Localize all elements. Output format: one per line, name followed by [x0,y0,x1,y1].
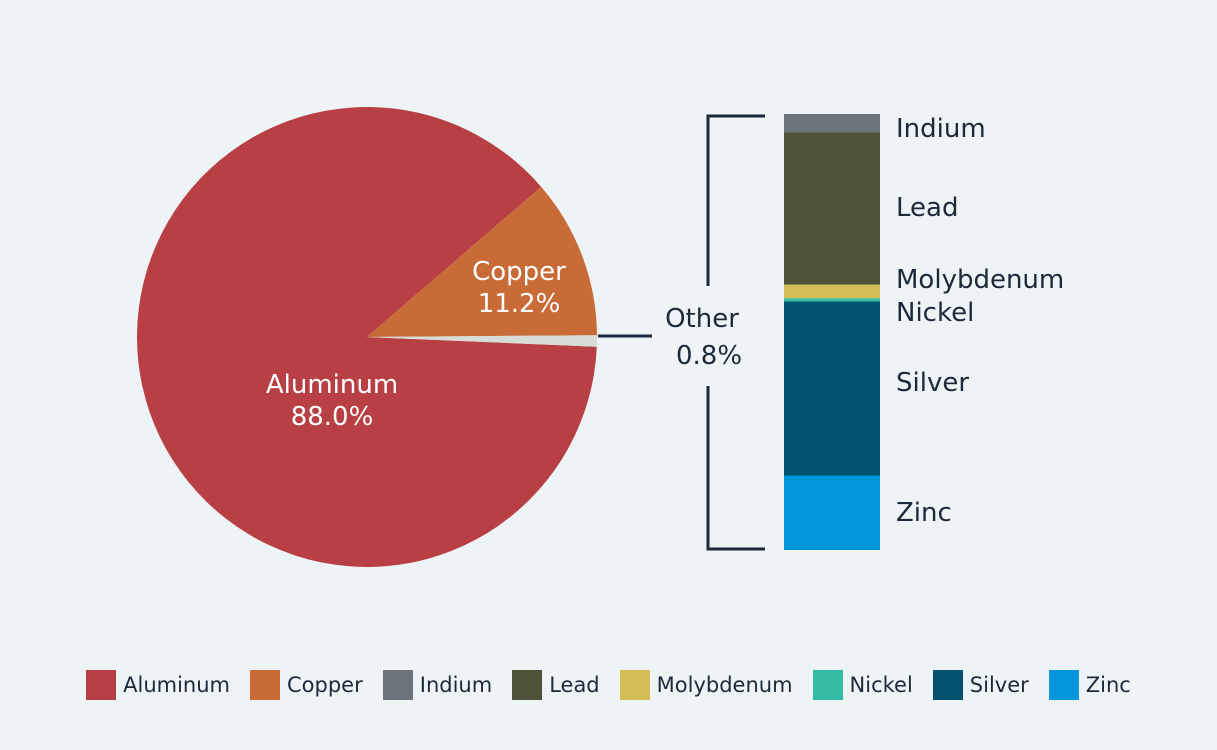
legend-item-copper: Copper [250,670,363,700]
bar-label-molybdenum: Molybdenum [896,265,1064,295]
legend-swatch-aluminum [86,670,117,700]
other-value: 0.8% [676,341,742,371]
legend-swatch-lead [512,670,543,700]
pie-slice-aluminum [136,106,597,567]
legend-item-molybdenum: Molybdenum [619,670,793,700]
legend-label-copper: Copper [287,673,363,697]
legend-item-silver: Silver [932,670,1029,700]
bar-segment-indium [784,114,880,133]
bar-label-nickel: Nickel [896,298,974,328]
bar-label-lead: Lead [896,193,958,223]
legend-swatch-molybdenum [619,670,650,700]
bar-segment-nickel [784,298,880,302]
pie-value-aluminum: 88.0% [291,402,374,432]
bar-label-zinc: Zinc [896,498,952,528]
legend-label-molybdenum: Molybdenum [656,673,793,697]
bracket-top [706,114,765,286]
pie-value-copper: 11.2% [478,289,561,319]
pie-label-aluminum: Aluminum [266,370,398,400]
legend-label-zinc: Zinc [1085,673,1131,697]
legend-swatch-copper [250,670,281,700]
legend-label-nickel: Nickel [849,673,913,697]
legend-swatch-silver [932,670,963,700]
bar-segment-lead [784,132,880,285]
bar-label-silver: Silver [896,368,969,398]
bar-segment-molybdenum [784,284,880,299]
other-connector: Other 0.8% [598,114,765,551]
pie-label-copper: Copper [472,257,566,287]
bracket-bottom [706,386,765,551]
bar-label-indium: Indium [896,114,986,144]
legend-swatch-nickel [812,670,843,700]
other-label: Other [665,304,739,334]
legend-item-lead: Lead [512,670,600,700]
pie-slice-other [367,335,597,347]
legend-item-zinc: Zinc [1048,670,1131,700]
legend-label-lead: Lead [549,673,600,697]
legend: Aluminum Copper Indium Lead Molybdenum Nickel… [0,668,1217,702]
bar-segment-zinc [784,475,880,550]
legend-label-silver: Silver [969,673,1029,697]
legend-swatch-zinc [1048,670,1079,700]
legend-label-indium: Indium [419,673,493,697]
legend-label-aluminum: Aluminum [123,673,231,697]
legend-swatch-indium [382,670,413,700]
legend-item-indium: Indium [382,670,493,700]
legend-item-aluminum: Aluminum [86,670,230,700]
legend-item-nickel: Nickel [812,670,913,700]
other-breakdown-bar [784,114,880,550]
bar-segment-silver [784,301,880,476]
pie-slice-copper [367,186,597,337]
